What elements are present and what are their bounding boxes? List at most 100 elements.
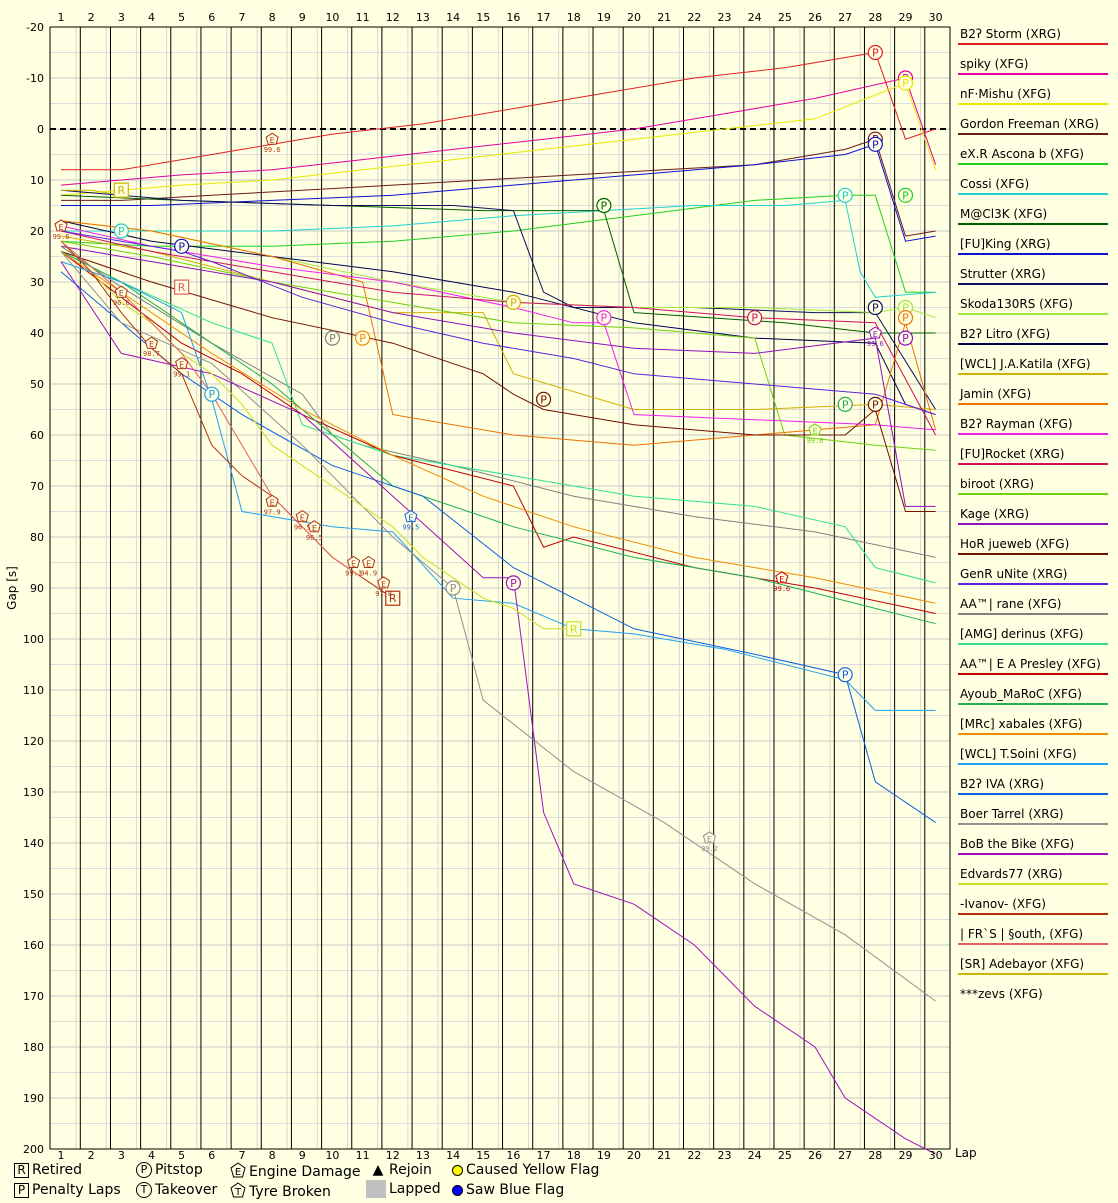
legend-label: B2ʔ Storm (XRG)	[960, 27, 1061, 41]
legend-swatch	[958, 763, 1108, 765]
legend-label: GenR uNite (XRG)	[960, 567, 1068, 581]
legend-item: [WCL] J.A.Katila (XFG)	[958, 357, 1108, 387]
legend-item: [AMG] derinus (XFG)	[958, 627, 1108, 657]
engine-marker-value: 99.6	[867, 340, 884, 348]
marker-E: E99.6	[773, 571, 790, 593]
marker-E: E99.5	[402, 509, 419, 532]
pitstop-marker-letter: P	[902, 332, 909, 345]
series-line	[60, 220, 937, 446]
engine-marker-shape	[114, 285, 128, 298]
pitstop-marker-circle	[867, 299, 883, 316]
series-line	[60, 194, 936, 293]
legend-item: BoB the Bike (XFG)	[958, 837, 1108, 867]
legend-swatch	[958, 523, 1108, 525]
legend-swatch	[958, 493, 1108, 495]
legend-swatch	[958, 613, 1108, 615]
takeover-symbol: T	[136, 1182, 152, 1198]
legend-label: BoB the Bike (XFG)	[960, 837, 1075, 851]
engine-marker-value: 99.2	[701, 845, 718, 853]
pitstop-marker-circle	[837, 667, 853, 683]
legend-swatch	[958, 943, 1108, 945]
series-line	[60, 235, 936, 410]
engine-marker-value: 94.9	[360, 570, 377, 578]
y-tick: 160	[23, 939, 44, 952]
legend-label: spiky (XFG)	[960, 57, 1029, 71]
legend-swatch	[958, 343, 1108, 345]
marker-P: P	[897, 310, 914, 326]
engine-marker-letter: E	[312, 524, 317, 533]
legend-item: Jamin (XFG)	[958, 387, 1108, 417]
legend-item: Boer Tarrel (XRG)	[958, 807, 1108, 837]
pitstop-marker-letter: P	[601, 200, 608, 213]
pitstop-marker-letter: P	[902, 312, 909, 325]
x-tick-bottom: 11	[356, 1149, 370, 1162]
legend-item: Edvards77 (XRG)	[958, 867, 1108, 897]
engine-marker-letter: E	[779, 575, 784, 584]
marker-P: P	[505, 294, 522, 310]
engine-marker-shape	[175, 356, 189, 370]
x-tick-bottom: 9	[299, 1149, 306, 1162]
legend-swatch	[958, 883, 1108, 885]
engine-marker-letter: E	[270, 498, 275, 507]
x-tick-bottom: 22	[687, 1149, 701, 1162]
retired-marker-letter: R	[178, 281, 186, 294]
engine-marker-shape	[307, 520, 321, 533]
legend-item: Ayoub_MaRoC (XFG)	[958, 687, 1108, 717]
legend-label: [FU]King (XRG)	[960, 237, 1051, 251]
minor-grid	[50, 26, 950, 1150]
legend-label: AA™| rane (XFG)	[960, 597, 1062, 611]
x-tick-bottom: 13	[416, 1149, 430, 1162]
marker-P: P	[596, 310, 612, 326]
legend-item: Skoda130RS (XFG)	[958, 297, 1108, 327]
legend-label: B2ʔ Litro (XFG)	[960, 327, 1051, 341]
marker-E: E98.7	[143, 336, 160, 358]
legend-item: [SR] Adebayor (XFG)	[958, 957, 1108, 987]
key-yellow: Caused Yellow Flag	[452, 1162, 599, 1182]
legend-item: | FR`S | §outh, (XFG)	[958, 927, 1108, 957]
x-tick-bottom: 20	[627, 1149, 641, 1162]
legend-swatch	[958, 733, 1108, 735]
pitstop-marker-circle	[445, 580, 461, 596]
x-tick-bottom: 6	[208, 1149, 215, 1162]
marker-E: E97.9	[264, 494, 281, 516]
x-tick-top: 7	[238, 11, 245, 24]
pitstop-marker-letter: P	[902, 189, 909, 202]
legend-swatch	[958, 43, 1108, 45]
series-line	[60, 77, 937, 186]
pitstop-marker-letter: P	[118, 225, 125, 238]
pitstop-marker-letter: P	[450, 582, 457, 595]
series-line	[60, 230, 936, 416]
legend-item: biroot (XRG)	[958, 477, 1108, 507]
pitstop-marker-circle	[747, 310, 763, 326]
marker-R: R	[385, 590, 401, 606]
marker-E: E96.9	[294, 509, 311, 532]
y-tick: 110	[23, 684, 44, 697]
x-tick-bottom: 3	[118, 1149, 125, 1162]
engine-marker-value: 99.6	[807, 437, 824, 445]
legend-item: B2ʔ Rayman (XFG)	[958, 417, 1108, 447]
x-tick-bottom: 26	[808, 1149, 822, 1162]
pitstop-marker-circle	[867, 44, 883, 61]
series-line	[60, 251, 936, 1002]
tyre-broken-icon: T	[230, 1182, 246, 1202]
pitstop-marker-circle	[897, 310, 914, 326]
engine-marker-value: 96.5	[306, 534, 323, 542]
key-engine: E Engine Damage	[230, 1162, 361, 1182]
key-yellow-label: Caused Yellow Flag	[466, 1162, 600, 1178]
pitstop-marker-circle	[596, 310, 612, 326]
x-tick-bottom: 30	[929, 1149, 943, 1162]
legend-label: [MRc] xabales (XFG)	[960, 717, 1083, 731]
pitstop-marker-circle	[505, 294, 522, 310]
key-takeover: T Takeover	[136, 1182, 217, 1202]
penalty-symbol: P	[14, 1182, 29, 1198]
x-tick-top: 12	[386, 11, 400, 24]
x-tick-bottom: 29	[898, 1149, 912, 1162]
engine-marker-value: 97.9	[264, 508, 281, 516]
engine-marker-letter: E	[381, 580, 386, 589]
x-tick-top: 28	[868, 11, 882, 24]
series-line	[60, 240, 574, 630]
x-tick-top: 14	[446, 11, 460, 24]
engine-marker-shape	[775, 571, 789, 584]
pitstop-marker-letter: P	[601, 312, 608, 325]
legend-swatch	[958, 283, 1108, 285]
